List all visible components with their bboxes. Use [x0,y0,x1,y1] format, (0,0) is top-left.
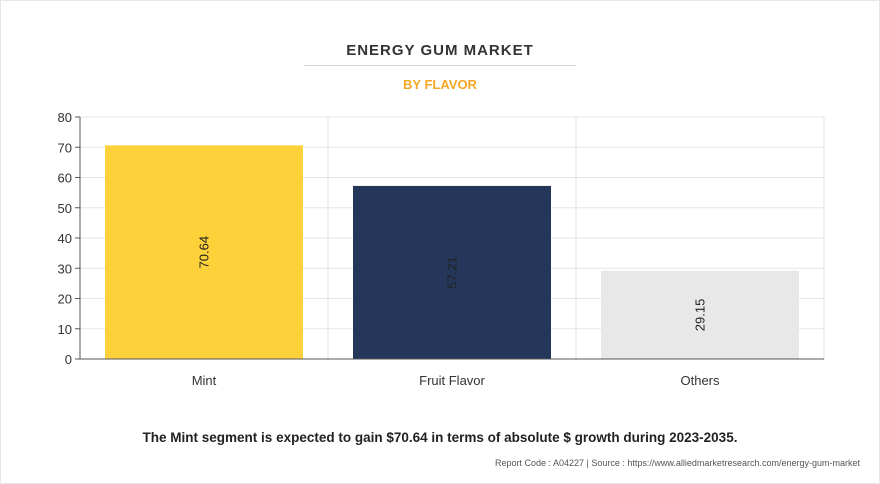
y-tick-label: 0 [65,352,72,367]
bar-fruit-flavor[interactable] [353,185,551,359]
labels: 0 10 20 30 40 50 60 70 80 70.64 Mint 57.21 Fruit Fla… [58,110,720,388]
title-divider [304,65,576,66]
y-tick-label: 60 [58,171,72,186]
y-tick-label: 70 [58,140,72,155]
chart-title: ENERGY GUM MARKET [346,42,534,59]
source-note: Report Code : A04227 | Source : https://… [494,458,860,468]
y-tick-label: 30 [58,261,72,276]
y-tick-label: 20 [58,292,72,307]
x-tick-label: Fruit Flavor [419,373,485,388]
y-tick-label: 40 [58,231,72,246]
chart-subtitle: BY FLAVOR [403,77,477,92]
y-tick-label: 80 [58,110,72,125]
x-tick-label: Mint [192,373,217,388]
axes [75,116,824,360]
summary-text: The Mint segment is expected to gain $70… [142,430,738,445]
data-label: 57.21 [445,256,460,289]
bar-mint[interactable] [105,145,303,359]
data-label: 29.15 [693,299,708,332]
data-label: 70.64 [197,236,212,269]
bar-others[interactable] [601,270,799,359]
y-tick-label: 50 [58,201,72,216]
bars [105,145,799,359]
y-tick-label: 10 [58,322,72,337]
x-tick-label: Others [680,373,720,388]
